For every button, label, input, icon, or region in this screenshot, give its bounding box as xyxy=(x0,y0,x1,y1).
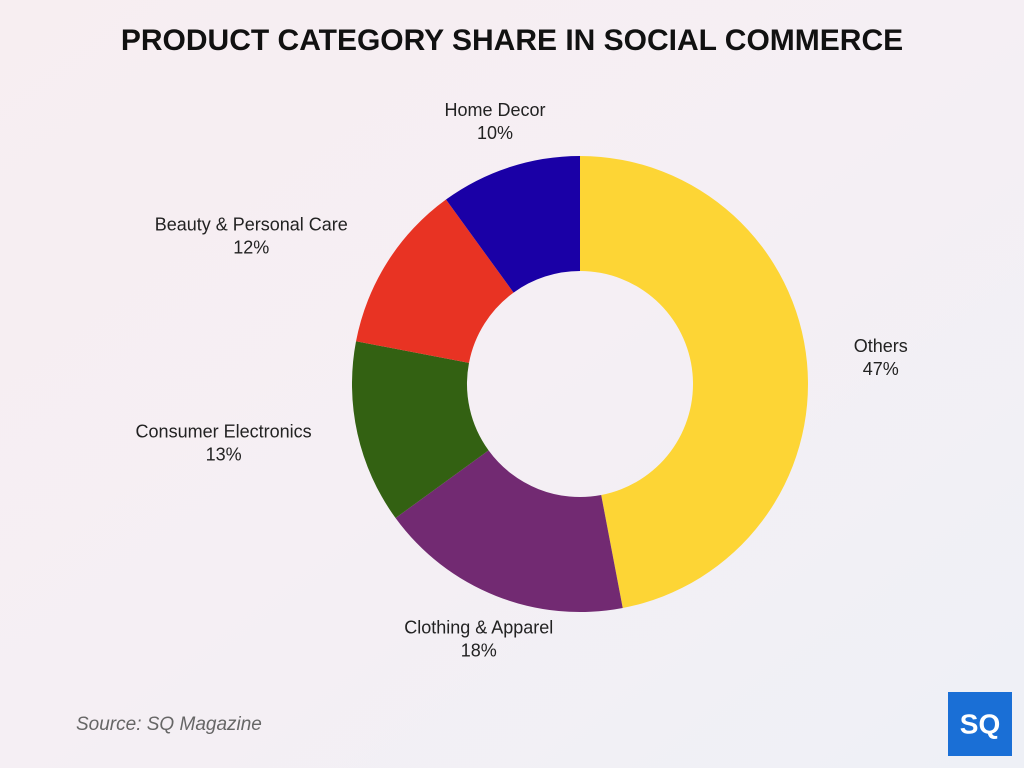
chart-title: PRODUCT CATEGORY SHARE IN SOCIAL COMMERC… xyxy=(121,24,903,57)
value-label: 10% xyxy=(477,123,513,143)
slice xyxy=(445,156,580,293)
slice xyxy=(580,156,808,608)
value-label: 18% xyxy=(461,640,497,660)
value-label: 12% xyxy=(233,237,269,257)
slice-label: Others xyxy=(854,336,908,356)
slice-label: Home Decor xyxy=(445,100,546,120)
slice-label: Consumer Electronics xyxy=(136,422,312,442)
slice xyxy=(395,450,623,612)
source: Source: SQ Magazine xyxy=(76,714,262,735)
slice xyxy=(356,199,514,363)
slice-label: Beauty & Personal Care xyxy=(155,214,348,234)
slice xyxy=(352,341,489,519)
value-label: 47% xyxy=(863,359,899,379)
logo-box xyxy=(948,692,1012,756)
value-label: 13% xyxy=(206,445,242,465)
slice-label: Clothing & Apparel xyxy=(404,617,553,637)
logo: SQ xyxy=(960,708,1000,739)
